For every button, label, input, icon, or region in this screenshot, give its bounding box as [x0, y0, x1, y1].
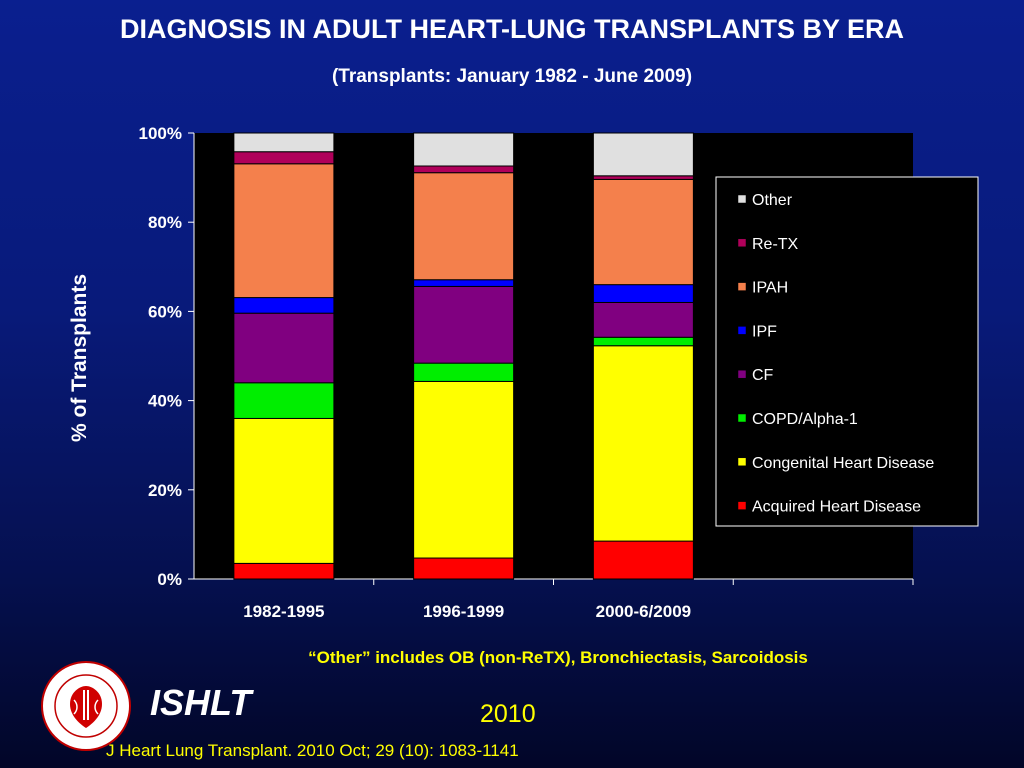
y-axis-label: % of Transplants: [68, 274, 91, 442]
y-tick-label: 100%: [139, 124, 182, 143]
y-tick-label: 80%: [148, 213, 182, 232]
other-footnote: “Other” includes OB (non-ReTX), Bronchie…: [308, 648, 808, 667]
bar-segment: [233, 132, 335, 153]
legend-label: IPF: [752, 323, 777, 340]
legend-label: Acquired Heart Disease: [752, 499, 921, 516]
legend-label: Congenital Heart Disease: [752, 455, 934, 472]
legend-label: IPAH: [752, 280, 788, 297]
legend-swatch: [737, 501, 747, 510]
bar-segment: [233, 417, 335, 564]
legend-label: COPD/Alpha-1: [752, 411, 858, 428]
x-tick-label: 1996-1999: [423, 602, 504, 621]
legend-swatch: [737, 413, 747, 423]
bar-segment: [413, 380, 515, 559]
bar-segment: [592, 345, 694, 542]
bar-segment: [592, 336, 694, 347]
bar-segment: [233, 382, 335, 419]
x-tick-label: 1982-1995: [243, 602, 324, 621]
legend-swatch: [737, 282, 747, 291]
bar-segment: [413, 132, 515, 167]
legend-label: CF: [752, 367, 774, 384]
legend-swatch: [737, 238, 747, 248]
bar-segment: [592, 284, 694, 303]
bar-segment: [413, 279, 515, 287]
bar-segment: [592, 175, 694, 180]
legend-swatch: [737, 457, 747, 467]
page-subtitle: (Transplants: January 1982 - June 2009): [331, 66, 693, 87]
y-tick-label: 40%: [148, 392, 182, 411]
bar-segment: [413, 557, 515, 580]
year-label: 2010: [480, 700, 536, 728]
bar-segment: [592, 178, 694, 286]
legend-label: Other: [752, 192, 793, 209]
bar-segment: [233, 312, 335, 384]
legend-box: [715, 176, 979, 527]
bar-segment: [413, 172, 515, 281]
legend-label: Re-TX: [752, 236, 799, 253]
bar-segment: [592, 132, 694, 177]
page-title: DIAGNOSIS IN ADULT HEART-LUNG TRANSPLANT…: [119, 14, 904, 44]
y-tick-label: 20%: [148, 481, 182, 500]
citation: J Heart Lung Transplant. 2010 Oct; 29 (1…: [106, 741, 519, 760]
x-tick-label: 2000-6/2009: [596, 602, 691, 621]
bar-segment: [233, 163, 335, 299]
y-tick-label: 0%: [157, 570, 182, 589]
bar-segment: [413, 285, 515, 364]
bar-segment: [592, 301, 694, 338]
legend-swatch: [737, 369, 747, 379]
legend-swatch: [737, 194, 747, 204]
ishlt-logo-icon: [41, 661, 131, 751]
bar-segment: [233, 562, 335, 580]
bar-segment: [413, 165, 515, 174]
y-tick-label: 60%: [148, 302, 182, 321]
bar-segment: [233, 297, 335, 314]
bar-segment: [233, 151, 335, 165]
org-label: ISHLT: [150, 682, 252, 723]
bar-segment: [592, 540, 694, 580]
bar-segment: [413, 362, 515, 382]
legend-swatch: [737, 326, 747, 335]
